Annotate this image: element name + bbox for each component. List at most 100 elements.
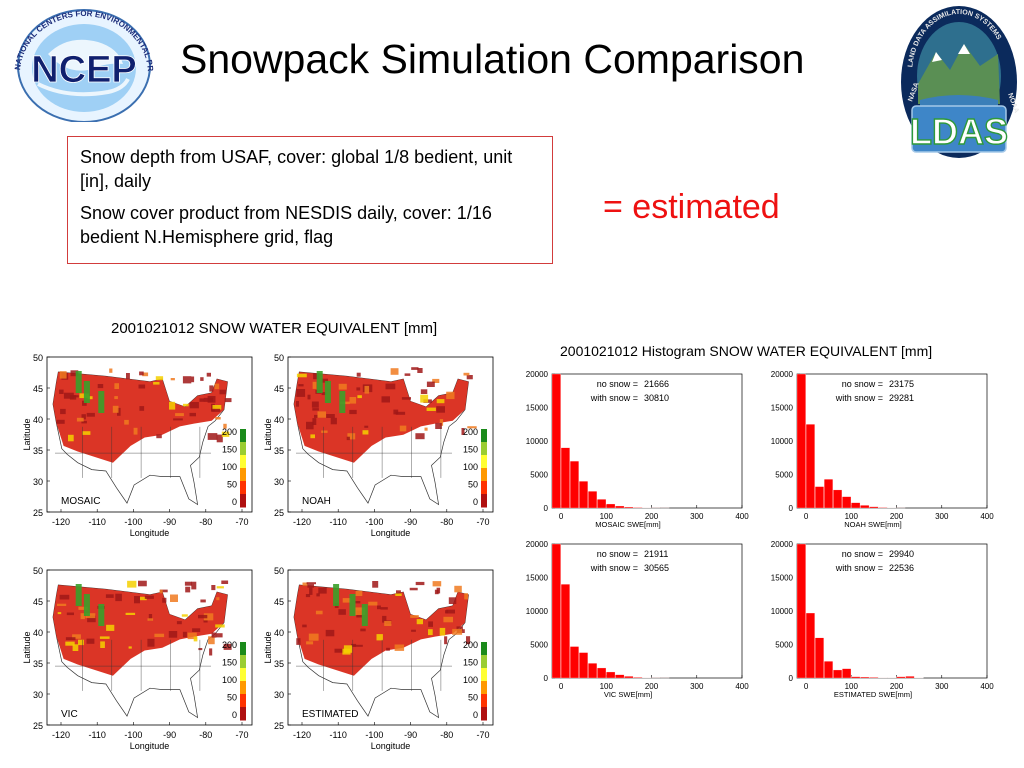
swe-cell — [105, 594, 114, 598]
map-panel-estimated: 200 150 100 50 0 ESTIMATED 50 45 40 35 30 25 -120 -11… — [263, 566, 494, 751]
swe-cell — [170, 594, 178, 602]
colorbar-swatch — [240, 655, 246, 669]
swe-cell — [192, 628, 201, 632]
map-x-tick: -80 — [440, 730, 453, 740]
swe-cell — [169, 401, 176, 410]
swe-cell — [139, 596, 147, 601]
with-snow-count: 30810 — [644, 393, 669, 403]
swe-map-grid: 200 150 100 50 0 MOSAIC 50 45 40 35 30 25 -120 -110 -1… — [22, 353, 494, 751]
histogram-bar — [842, 496, 852, 509]
colorbar-swatch — [240, 494, 246, 508]
map-x-tick: -100 — [124, 730, 142, 740]
swe-cell — [187, 632, 197, 640]
map-x-tick: -120 — [293, 730, 311, 740]
map-y-tick: 40 — [33, 628, 43, 638]
map-ylabel: Latitude — [22, 418, 32, 450]
histogram-bar — [551, 543, 561, 679]
histogram-bar — [624, 506, 634, 509]
swe-cell — [203, 613, 214, 621]
map-y-tick: 45 — [274, 597, 284, 607]
colorbar-swatch — [240, 468, 246, 482]
swe-cell — [87, 396, 93, 400]
histogram-bar — [633, 677, 643, 679]
swe-cell — [395, 411, 406, 415]
colorbar-swatch — [481, 707, 487, 721]
histogram-y-tick: 15000 — [526, 574, 549, 583]
swe-cell — [170, 378, 175, 381]
map-x-tick: -90 — [404, 730, 417, 740]
histogram-y-tick: 20000 — [526, 540, 549, 549]
map-ylabel: Latitude — [263, 418, 273, 450]
swe-cell — [308, 633, 319, 641]
map-y-tick: 45 — [274, 384, 284, 394]
colorbar-tick: 0 — [473, 497, 478, 507]
swe-cell — [314, 414, 318, 418]
swe-cell — [189, 402, 199, 409]
swe-cell — [203, 619, 208, 623]
histogram-bar — [860, 676, 870, 679]
swe-cell — [377, 605, 381, 610]
swe-cell — [109, 368, 113, 373]
swe-cell — [321, 392, 327, 396]
map-y-tick: 25 — [274, 721, 284, 731]
swe-cell — [325, 629, 335, 637]
swe-cell — [313, 373, 320, 380]
histogram-bar — [588, 491, 598, 509]
map-x-tick: -70 — [476, 517, 489, 527]
swe-cell — [144, 595, 154, 599]
histogram-bar — [578, 652, 589, 679]
swe-cell — [296, 373, 307, 378]
with-snow-count: 22536 — [889, 563, 914, 573]
map-y-tick: 25 — [33, 508, 43, 518]
histogram-bar — [851, 676, 861, 679]
swe-cell — [415, 433, 425, 440]
swe-cell — [57, 603, 67, 606]
map-x-tick: -120 — [293, 517, 311, 527]
high-swe-patch — [75, 584, 82, 606]
swe-cell — [212, 405, 222, 410]
high-swe-patch — [349, 594, 356, 616]
map-y-tick: 45 — [33, 384, 43, 394]
swe-cell — [362, 430, 369, 435]
map-y-tick: 35 — [274, 446, 284, 456]
histogram-xlabel: ESTIMATED SWE[mm] — [834, 690, 912, 699]
histogram-x-tick: 0 — [559, 512, 564, 521]
histogram-bar — [560, 584, 570, 679]
page-title: Snowpack Simulation Comparison — [180, 36, 805, 82]
swe-cell — [209, 648, 213, 656]
histogram-frame — [796, 543, 988, 679]
swe-cell — [401, 397, 411, 400]
colorbar-swatch — [240, 429, 246, 443]
map-x-tick: -80 — [199, 517, 212, 527]
histogram-bar — [624, 676, 634, 679]
swe-cell — [78, 639, 84, 646]
swe-cell — [128, 646, 132, 649]
swe-cell — [215, 624, 225, 628]
map-x-tick: -110 — [89, 517, 106, 527]
swe-cell — [432, 378, 440, 383]
histogram-x-tick: 400 — [735, 512, 749, 521]
histogram-x-tick: 100 — [600, 512, 614, 521]
histogram-y-tick: 20000 — [771, 370, 794, 379]
swe-cell — [436, 406, 445, 413]
histogram-bar — [833, 669, 843, 679]
swe-cell — [310, 434, 315, 439]
swe-cell — [309, 587, 313, 595]
swe-cell — [154, 633, 165, 638]
map-x-tick: -120 — [52, 517, 70, 527]
swe-cell — [464, 593, 468, 600]
map-panel-label: NOAH — [302, 496, 331, 507]
swe-cell — [302, 624, 307, 628]
histogram-noah: 20000 15000 10000 5000 0 0 100 200 300 400 NOAH SW… — [771, 370, 994, 529]
colorbar-swatch — [240, 455, 246, 469]
swe-cell — [382, 615, 387, 623]
swe-cell — [456, 626, 463, 631]
swe-cell — [435, 422, 442, 429]
swe-cell — [87, 615, 96, 623]
high-swe-patch — [339, 391, 346, 413]
swe-cell — [125, 612, 136, 615]
no-snow-label: no snow = — [597, 379, 638, 389]
map-x-tick: -70 — [235, 730, 248, 740]
swe-cell — [334, 648, 345, 653]
